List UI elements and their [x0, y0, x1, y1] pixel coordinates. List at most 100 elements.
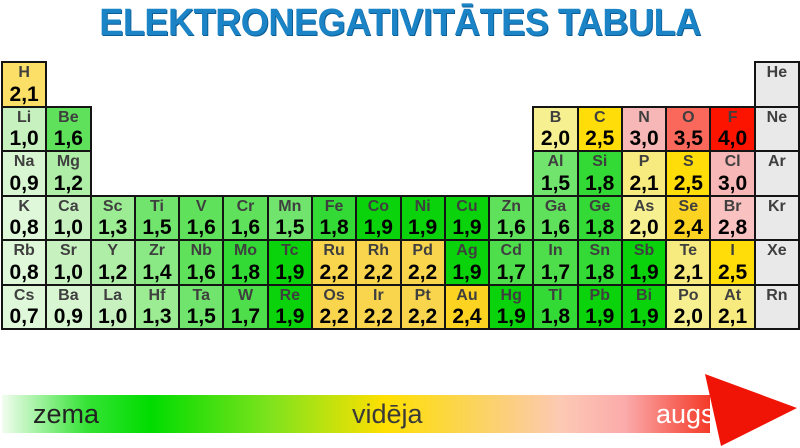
- element-symbol: Na: [13, 153, 35, 170]
- element-symbol: La: [103, 286, 123, 304]
- element-symbol: As: [633, 197, 655, 215]
- element-symbol: N: [638, 108, 650, 126]
- element-cell-mn: Mn 1,5: [266, 194, 313, 241]
- arrow-right-icon: [705, 374, 797, 446]
- element-symbol: Cs: [13, 286, 35, 304]
- electronegativity-value: 2,5: [585, 127, 615, 150]
- element-cell-re: Re 1,9: [266, 283, 313, 330]
- electronegativity-value: 2,1: [9, 82, 39, 106]
- element-cell-os: Os 2,2: [310, 283, 358, 330]
- element-cell-tl: Tl 1,8: [532, 283, 579, 330]
- electronegativity-value: 0,9: [53, 305, 83, 328]
- electronegativity-value: 1,6: [53, 127, 83, 150]
- electronegativity-value: 2,5: [718, 260, 748, 284]
- electronegativity-value: 2,2: [408, 305, 438, 328]
- element-symbol: Ni: [414, 197, 431, 215]
- element-cell-i: I 2,5: [709, 239, 756, 286]
- element-symbol: Ti: [149, 197, 164, 215]
- element-symbol: P: [638, 153, 650, 170]
- element-cell-rh: Rh 2,2: [355, 239, 402, 286]
- element-symbol: Ge: [589, 197, 611, 215]
- element-cell-h: H 2,1: [1, 61, 48, 108]
- element-symbol: Ar: [767, 153, 786, 170]
- element-cell-al: Al 1,5: [532, 150, 579, 197]
- element-cell-la: La 1,0: [89, 283, 136, 330]
- legend-gradient-bar: [2, 395, 710, 433]
- element-cell-cr: Cr 1,6: [222, 194, 269, 241]
- element-cell-te: Te 2,1: [665, 239, 712, 286]
- element-symbol: C: [593, 108, 606, 126]
- electronegativity-value: 1,7: [540, 260, 571, 284]
- element-symbol: Cd: [500, 242, 522, 259]
- element-symbol: Zr: [148, 242, 165, 259]
- electronegativity-value: 1,6: [186, 260, 216, 284]
- element-symbol: Ne: [766, 108, 788, 126]
- electronegativity-value: 0,8: [9, 260, 39, 284]
- element-symbol: H: [18, 64, 30, 81]
- electronegativity-value: 1,9: [452, 216, 482, 239]
- element-cell-ar: Ar: [753, 150, 800, 197]
- element-symbol: Au: [456, 286, 478, 304]
- electronegativity-value: 1,4: [142, 260, 172, 284]
- electronegativity-value: 0,9: [9, 171, 39, 195]
- element-cell-b: B 2,0: [532, 105, 579, 152]
- electronegativity-value: 2,2: [363, 260, 393, 284]
- electronegativity-value: 1,0: [9, 127, 39, 150]
- element-cell-ge: Ge 1,8: [576, 194, 623, 241]
- electronegativity-value: 1,2: [98, 260, 128, 284]
- element-cell-he: He: [753, 61, 800, 108]
- electronegativity-value: 1,6: [540, 216, 571, 239]
- electronegativity-value: 1,3: [142, 305, 172, 328]
- electronegativity-value: 1,9: [452, 260, 482, 284]
- element-symbol: Si: [592, 153, 608, 170]
- element-cell-pd: Pd 2,2: [399, 239, 446, 286]
- element-cell-rb: Rb 0,8: [1, 239, 48, 286]
- element-symbol: Sn: [589, 242, 610, 259]
- element-symbol: W: [237, 286, 254, 304]
- electronegativity-value: 1,6: [230, 216, 261, 239]
- element-cell-ga: Ga 1,6: [532, 194, 579, 241]
- element-cell-se: Se 2,4: [665, 194, 712, 241]
- element-symbol: B: [549, 108, 562, 126]
- element-cell-zr: Zr 1,4: [133, 239, 181, 286]
- element-symbol: Ga: [544, 197, 567, 215]
- element-cell-cl: Cl 3,0: [709, 150, 756, 197]
- element-symbol: Os: [323, 286, 345, 304]
- element-symbol: Po: [678, 286, 699, 304]
- element-cell-mo: Mo 1,8: [222, 239, 269, 286]
- element-cell-nb: Nb 1,6: [178, 239, 225, 286]
- element-symbol: I: [730, 242, 735, 259]
- electronegativity-value: 2,2: [363, 305, 393, 328]
- electronegativity-value: 1,9: [275, 260, 305, 284]
- element-cell-fe: Fe 1,8: [310, 194, 358, 241]
- element-cell-cs: Cs 0,7: [1, 283, 48, 330]
- element-symbol: Sc: [102, 197, 123, 215]
- electronegativity-value: 2,4: [673, 216, 703, 239]
- electronegativity-value: 2,4: [452, 305, 482, 328]
- element-symbol: Hf: [148, 286, 166, 304]
- electronegativity-value: 1,9: [629, 305, 659, 328]
- electronegativity-value: 1,8: [585, 216, 615, 239]
- element-cell-mg: Mg 1,2: [45, 150, 92, 197]
- electronegativity-value: 1,7: [496, 260, 526, 284]
- element-cell-sn: Sn 1,8: [576, 239, 623, 286]
- element-symbol: Sb: [633, 242, 655, 259]
- element-cell-at: At 2,1: [709, 283, 756, 330]
- element-symbol: Pt: [414, 286, 431, 304]
- element-symbol: Te: [679, 242, 698, 259]
- element-cell-ne: Ne: [753, 105, 800, 152]
- electronegativity-value: 4,0: [718, 127, 748, 150]
- element-cell-as: As 2,0: [620, 194, 668, 241]
- electronegativity-value: 2,2: [408, 260, 438, 284]
- element-symbol: Ca: [58, 197, 79, 215]
- element-cell-ni: Ni 1,9: [399, 194, 446, 241]
- element-symbol: Sr: [59, 242, 77, 259]
- element-cell-zn: Zn 1,6: [488, 194, 535, 241]
- element-cell-ta: Ta 1,5: [178, 283, 225, 330]
- legend-label-low: zema: [33, 399, 100, 429]
- electronegativity-value: 3,0: [629, 127, 659, 150]
- element-cell-kr: Kr: [753, 194, 800, 241]
- element-symbol: Cl: [724, 153, 741, 170]
- element-cell-ag: Ag 1,9: [443, 239, 491, 286]
